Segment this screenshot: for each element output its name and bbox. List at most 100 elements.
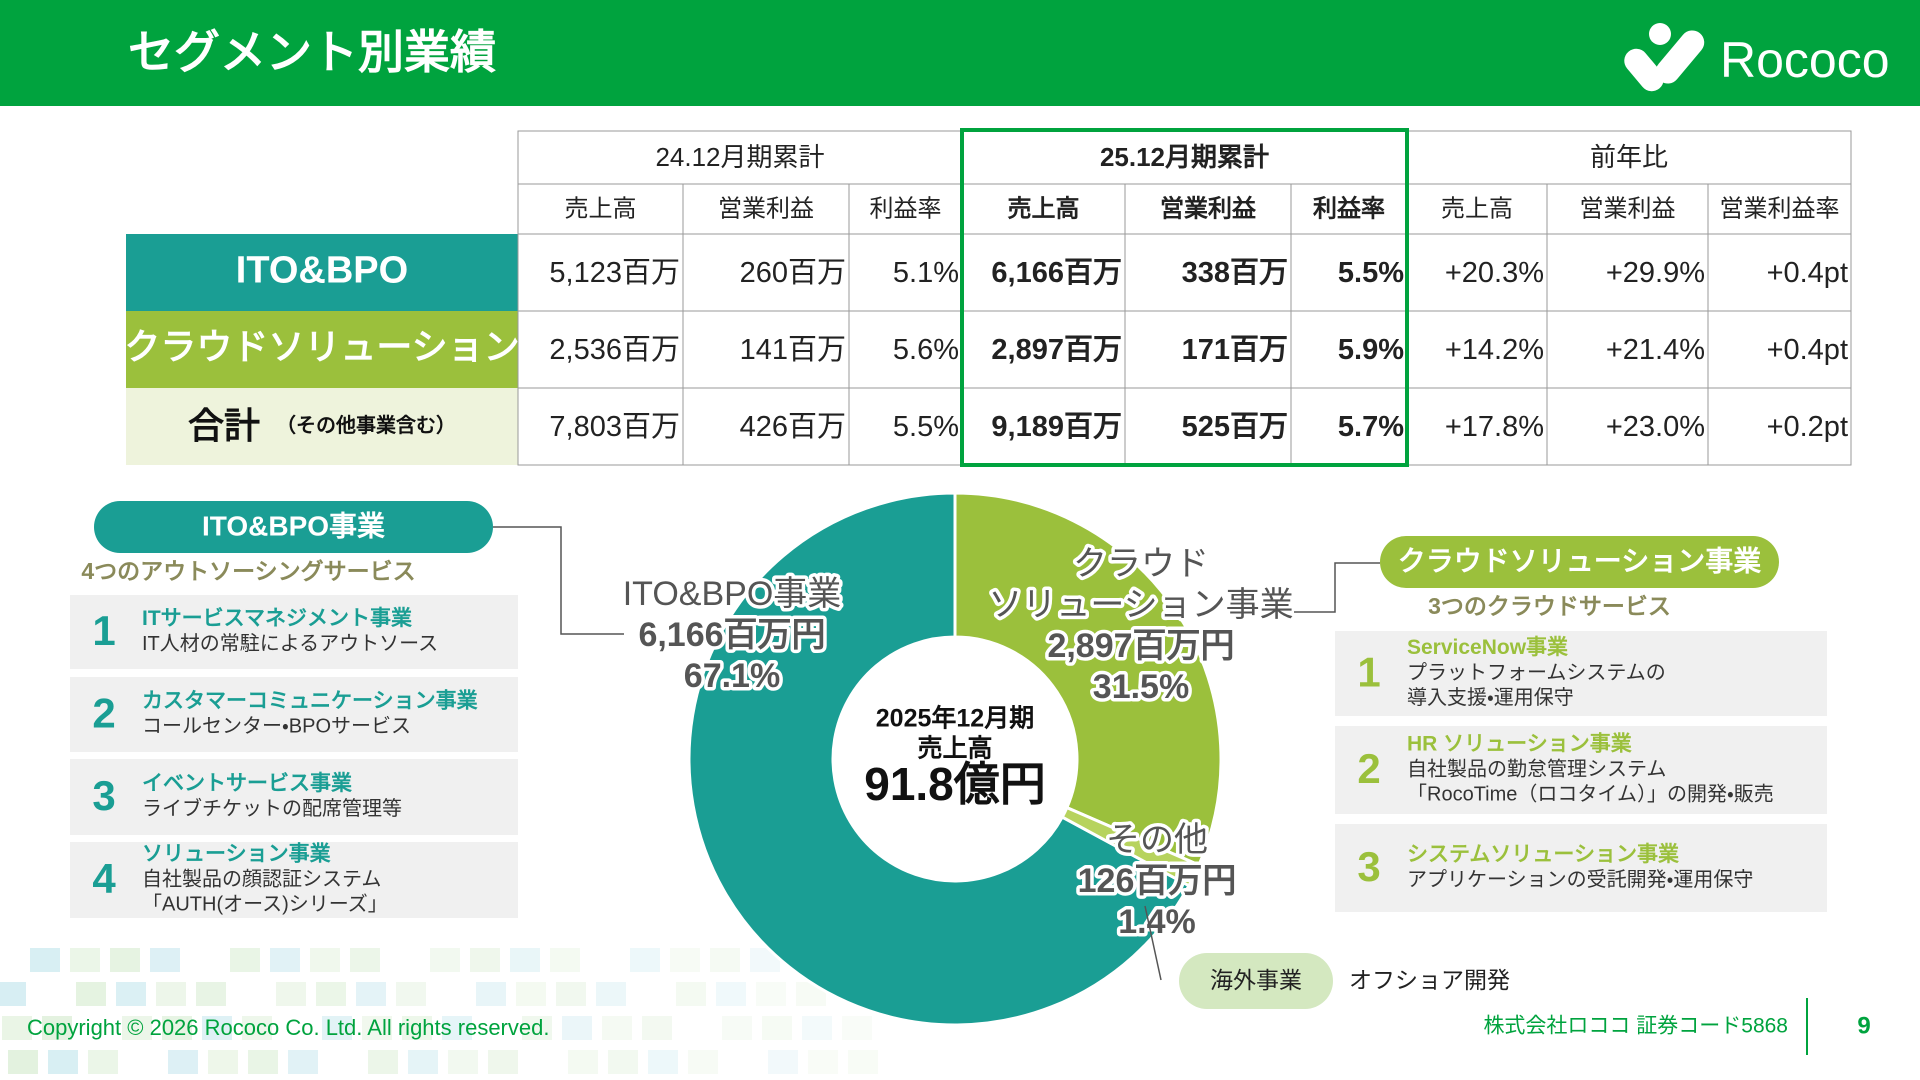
deco-square bbox=[808, 1050, 838, 1074]
panel-subtitle: 4つのアウトソーシングサービス bbox=[81, 558, 415, 584]
deco-square bbox=[488, 1050, 518, 1074]
table-cell: +29.9% bbox=[1606, 257, 1705, 289]
deco-square bbox=[168, 1050, 198, 1074]
table-cell: 2,897百万 bbox=[991, 334, 1122, 366]
page-number: 9 bbox=[1857, 1012, 1870, 1039]
table-cell: +20.3% bbox=[1445, 257, 1544, 289]
deco-square bbox=[642, 1016, 672, 1040]
deco-square bbox=[156, 982, 186, 1006]
row-header: ITO&BPO bbox=[236, 250, 408, 292]
item-title: ソリューション事業 bbox=[142, 842, 332, 866]
logo-text: Rococo bbox=[1720, 32, 1890, 88]
column-header: 営業利益 bbox=[718, 195, 814, 222]
row-header-bg bbox=[126, 234, 518, 311]
table-cell: +0.2pt bbox=[1767, 411, 1848, 443]
slice-percent: 1.4% bbox=[1118, 903, 1196, 941]
row-bg bbox=[517, 310, 1852, 389]
item-number: 1 bbox=[1357, 649, 1380, 696]
deco-square bbox=[550, 948, 580, 972]
deco-square bbox=[676, 982, 706, 1006]
item-box bbox=[70, 677, 518, 752]
table-cell: 6,166百万 bbox=[991, 257, 1122, 289]
deco-square bbox=[630, 948, 660, 972]
deco-square bbox=[202, 1016, 232, 1040]
leader-line bbox=[493, 526, 624, 635]
deco-square bbox=[316, 982, 346, 1006]
item-desc: コールセンター・BPOサービス bbox=[142, 714, 411, 737]
leader-line bbox=[1144, 905, 1162, 981]
table-cell: 5.5% bbox=[893, 411, 959, 443]
deco-square bbox=[310, 948, 340, 972]
table-cell: +23.0% bbox=[1606, 411, 1705, 443]
item-number: 4 bbox=[92, 855, 116, 902]
slice-value: 6,166百万円 bbox=[638, 616, 825, 654]
slice-percent: 67.1% bbox=[684, 657, 780, 695]
deco-square bbox=[76, 982, 106, 1006]
row-header: クラウドソリューション bbox=[124, 326, 519, 367]
slice-percent: 31.5% bbox=[1093, 668, 1189, 706]
deco-square bbox=[848, 1050, 878, 1074]
decoration bbox=[0, 948, 878, 1074]
table-cell: 5.6% bbox=[893, 334, 959, 366]
highlight-box bbox=[960, 128, 1409, 467]
item-desc: 自社製品の勤怠管理システム bbox=[1407, 757, 1666, 780]
table-cell: 7,803百万 bbox=[549, 411, 680, 443]
column-header: 営業利益 bbox=[1160, 194, 1257, 222]
row-subheader: （その他事業含む） bbox=[276, 413, 456, 437]
deco-square bbox=[196, 982, 226, 1006]
deco-square bbox=[162, 1016, 192, 1040]
overseas-label: 海外事業 bbox=[1210, 967, 1302, 993]
header-bar bbox=[0, 0, 1920, 106]
item-desc: 「RocoTime（ロコタイム）」の開発・販売 bbox=[1407, 782, 1774, 805]
row-bg bbox=[517, 233, 1852, 312]
deco-square bbox=[88, 1050, 118, 1074]
column-header: 営業利益率 bbox=[1720, 195, 1840, 222]
table-header-bg bbox=[517, 130, 1852, 235]
slice-label: その他 bbox=[1106, 821, 1208, 859]
table-cell: 5.1% bbox=[893, 257, 959, 289]
column-header: 売上高 bbox=[565, 195, 637, 222]
panel-title: クラウドソリューション事業 bbox=[1398, 545, 1761, 576]
deco-square bbox=[230, 948, 260, 972]
slice-label: ソリューション事業 bbox=[988, 586, 1293, 624]
item-box bbox=[70, 759, 518, 835]
table-cell: 5,123百万 bbox=[549, 257, 680, 289]
item-title: HR ソリューション事業 bbox=[1407, 732, 1633, 756]
deco-square bbox=[42, 1016, 72, 1040]
copyright: Copyright © 2026 Rococo Co. Ltd. All rig… bbox=[27, 1015, 549, 1040]
item-desc: 導入支援・運用保守 bbox=[1407, 686, 1574, 709]
deco-square bbox=[248, 1050, 278, 1074]
deco-square bbox=[602, 1016, 632, 1040]
item-box bbox=[1335, 726, 1827, 814]
table-cell: 260百万 bbox=[740, 257, 846, 289]
center-value: 91.8億円 bbox=[864, 758, 1046, 810]
overseas-pill bbox=[1179, 953, 1333, 1009]
item-desc: プラットフォームシステムの bbox=[1407, 662, 1666, 684]
deco-square bbox=[516, 982, 546, 1006]
deco-square bbox=[122, 1016, 152, 1040]
item-number: 2 bbox=[92, 690, 115, 737]
table-cell: 9,189百万 bbox=[991, 411, 1122, 443]
table-cell: 5.9% bbox=[1338, 334, 1404, 366]
deco-square bbox=[276, 982, 306, 1006]
deco-square bbox=[842, 1016, 872, 1040]
item-desc: 「AUTH(オース)シリーズ」 bbox=[142, 892, 388, 915]
deco-square bbox=[208, 1050, 238, 1074]
deco-square bbox=[430, 948, 460, 972]
slice-value: 2,897百万円 bbox=[1047, 627, 1234, 665]
slice-label: クラウド bbox=[1073, 545, 1209, 583]
deco-square bbox=[396, 982, 426, 1006]
center-line: 売上高 bbox=[917, 735, 992, 763]
column-header: 売上高 bbox=[1441, 195, 1513, 222]
donut-hole bbox=[833, 637, 1077, 881]
deco-square bbox=[368, 1050, 398, 1074]
deco-square bbox=[448, 1050, 478, 1074]
row-header-bg bbox=[126, 388, 518, 465]
panel-pill bbox=[1380, 536, 1779, 588]
table-cell: +0.4pt bbox=[1767, 257, 1848, 289]
deco-square bbox=[670, 948, 700, 972]
item-number: 1 bbox=[92, 607, 115, 654]
deco-square bbox=[242, 1016, 272, 1040]
table-cell: +17.8% bbox=[1445, 411, 1544, 443]
slice-label: ITO&BPO事業 bbox=[623, 575, 842, 613]
